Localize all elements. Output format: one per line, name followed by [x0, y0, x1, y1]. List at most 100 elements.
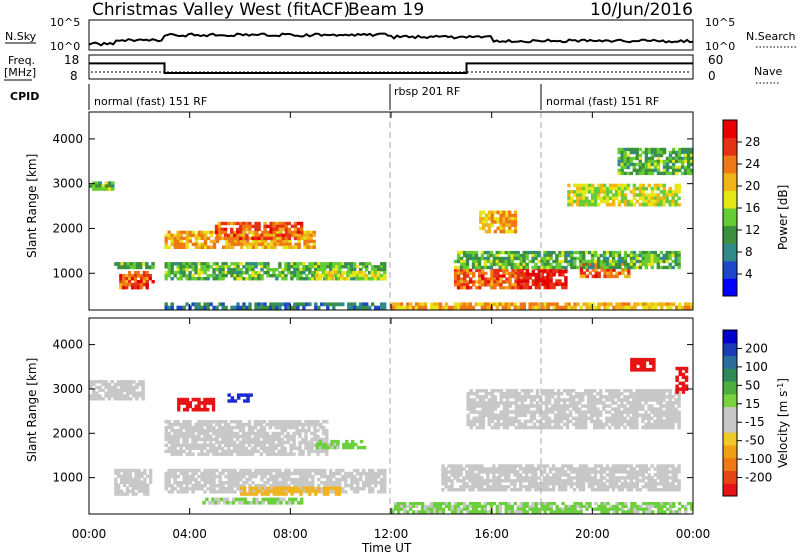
power-marks-cell-7	[245, 305, 249, 310]
power-marks-cell-3	[176, 233, 180, 238]
power-marks-cell-14	[662, 186, 666, 191]
power-marks-cell-12	[641, 259, 646, 264]
power-marks-cell-12	[471, 250, 476, 255]
power-marks-cell-9	[502, 274, 506, 278]
velocity-marks-cell-10	[611, 485, 616, 489]
power-marks-cell-12	[546, 265, 550, 270]
velocity-marks-cell-9	[552, 510, 556, 514]
power-marks-cell-5	[164, 274, 168, 278]
power-marks-cell-12	[671, 253, 675, 258]
velocity-marks-cell-9	[564, 507, 568, 511]
velocity-marks-cell-10	[447, 464, 451, 468]
velocity-marks-cell-4	[209, 449, 213, 453]
velocity-marks-cell-10	[495, 485, 499, 489]
power-marks-cell-14	[597, 202, 601, 207]
velocity-marks-cell-6	[278, 468, 282, 473]
power-marks-cell-4	[220, 221, 225, 226]
velocity-marks-cell-8	[272, 489, 276, 493]
velocity-marks-cell-10	[671, 464, 675, 468]
power-marks-cell-12	[474, 256, 479, 261]
velocity-marks-cell-10	[557, 473, 562, 477]
velocity-marks-cell-4	[283, 428, 287, 433]
velocity-marks-cell-1	[117, 483, 121, 487]
power-marks-cell-14	[567, 183, 571, 188]
velocity-marks-cell-4	[176, 452, 180, 456]
power-marks-cell-3	[203, 236, 208, 241]
power-marks-cell-15	[623, 156, 627, 161]
power-marks-cell-5	[356, 265, 360, 269]
power-marks-cell-5	[350, 277, 354, 281]
velocity-marks-cell-4	[304, 431, 308, 436]
power-marks-cell-5	[221, 274, 225, 278]
velocity-marks-cell-10	[662, 488, 666, 492]
velocity-marks-cell-11	[575, 416, 579, 421]
power-marks-cell-7	[203, 302, 207, 307]
velocity-marks-cell-9	[615, 502, 619, 506]
power-marks-cell-12	[605, 250, 610, 255]
velocity-marks-cell-4	[259, 422, 264, 427]
power-marks-cell-13	[487, 226, 492, 231]
velocity-marks-cell-4	[176, 431, 180, 436]
velocity-marks-cell-4	[188, 434, 192, 439]
power-marks-cell-5	[236, 274, 240, 278]
velocity-marks-cell-10	[593, 482, 598, 486]
power-marks-cell-5	[233, 265, 237, 269]
velocity-marks-cell-9	[660, 504, 664, 508]
power-marks-cell-14	[614, 193, 619, 197]
velocity-marks-cell-10	[587, 467, 592, 471]
velocity-marks-cell-9	[432, 504, 437, 508]
power-marks-cell-5	[272, 268, 276, 272]
velocity-marks-cell-11	[575, 392, 579, 396]
velocity-marks-cell-6	[311, 481, 315, 485]
velocity-marks-cell-11	[514, 392, 519, 396]
power-marks-cell-15	[617, 168, 621, 173]
power-marks-cell-12	[525, 250, 529, 255]
power-marks-cell-14	[582, 199, 586, 204]
velocity-marks-cell-10	[662, 476, 666, 480]
power-marks-cell-8	[468, 302, 473, 307]
power-marks-cell-4	[293, 233, 298, 238]
velocity-marks-cell-4	[164, 443, 168, 447]
velocity-marks-cell-11	[535, 419, 540, 424]
power-marks-cell-7	[206, 305, 210, 310]
velocity-marks-cell-4	[253, 443, 258, 447]
power-marks-cell-8	[573, 302, 577, 307]
power-marks-cell-8	[624, 305, 628, 310]
velocity-marks-cell-9	[600, 507, 604, 511]
velocity-marks-cell-8	[325, 492, 330, 496]
velocity-marks-cell-10	[492, 467, 496, 471]
power-marks-cell-4	[239, 227, 243, 232]
power-marks-cell-5	[194, 277, 198, 281]
velocity-marks-cell-6	[170, 474, 174, 479]
power-marks-cell-7	[380, 302, 384, 307]
velocity-marks-cell-11	[505, 413, 510, 417]
power-marks-cell-5	[293, 265, 297, 269]
power-marks-cell-4	[290, 230, 295, 235]
velocity-marks-cell-4	[218, 431, 222, 436]
power-marks-cell-8	[573, 305, 577, 310]
velocity-marks-cell-8	[293, 486, 297, 490]
y-tick-label: 3000	[52, 177, 83, 191]
power-marks-cell-4	[242, 227, 246, 232]
velocity-marks-cell-8	[254, 486, 259, 490]
power-marks-cell-14	[677, 196, 681, 201]
velocity-marks-cell-11	[520, 404, 525, 408]
velocity-marks-cell-9	[639, 507, 643, 511]
power-marks-cell-14	[585, 183, 589, 188]
velocity-marks-cell-11	[556, 416, 561, 421]
velocity-marks-cell-8	[257, 489, 262, 493]
power-marks-cell-7	[287, 302, 291, 307]
power-marks-cell-9	[526, 286, 530, 290]
power-marks-cell-2	[142, 274, 146, 278]
velocity-marks-cell-10	[605, 485, 610, 489]
velocity-marks-cell-11	[487, 416, 491, 421]
velocity-marks-cell-10	[593, 473, 598, 477]
power-marks-cell-13	[499, 213, 503, 218]
velocity-marks-cell-4	[259, 420, 264, 424]
power-marks-cell-12	[617, 259, 622, 264]
power-marks-cell-7	[242, 305, 246, 310]
velocity-marks-cell-4	[247, 452, 252, 456]
velocity-marks-cell-10	[560, 464, 565, 468]
velocity-marks-cell-4	[200, 425, 204, 430]
power-marks-cell-10	[537, 282, 541, 287]
